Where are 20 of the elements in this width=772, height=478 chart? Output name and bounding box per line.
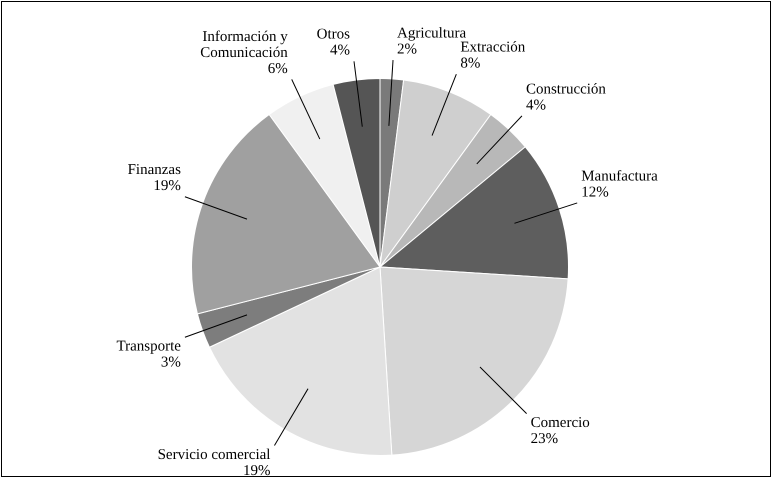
data-label: 2% [397, 41, 418, 58]
slice-label: Comercio [530, 415, 590, 432]
data-label: 3% [160, 354, 181, 371]
data-label: 4% [330, 42, 350, 59]
data-label: 23% [530, 431, 558, 448]
data-label: 19% [242, 462, 270, 478]
data-label: 12% [581, 184, 609, 200]
slice-label: Finanzas [128, 162, 182, 178]
data-label: 4% [526, 97, 546, 114]
slice-label: Extracción [460, 40, 526, 56]
data-label: 8% [460, 56, 480, 72]
slice-label: Servicio comercial [158, 446, 270, 463]
slice-label: Transporte [116, 338, 182, 355]
slice-label: Agricultura [397, 25, 467, 42]
slice-label: Información y Comunicación [200, 28, 288, 61]
data-label: 6% [268, 60, 288, 77]
slice-label: Construcción [526, 81, 606, 98]
slice-label: Manufactura [581, 168, 658, 184]
data-label: 19% [153, 178, 181, 194]
slice-label: Otros [316, 26, 350, 43]
